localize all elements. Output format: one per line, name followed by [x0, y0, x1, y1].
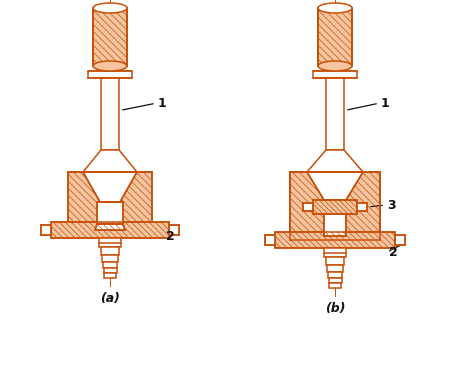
Text: 2: 2	[166, 230, 175, 242]
Polygon shape	[99, 238, 121, 247]
Polygon shape	[324, 248, 346, 257]
Polygon shape	[313, 71, 357, 78]
Polygon shape	[275, 232, 395, 248]
Polygon shape	[313, 200, 357, 214]
Polygon shape	[326, 78, 344, 150]
Ellipse shape	[318, 61, 352, 71]
Polygon shape	[303, 203, 313, 211]
Polygon shape	[307, 150, 363, 172]
Polygon shape	[328, 272, 342, 278]
Polygon shape	[307, 172, 363, 200]
Polygon shape	[329, 283, 341, 288]
Polygon shape	[68, 172, 152, 230]
Polygon shape	[41, 225, 51, 235]
Text: 3: 3	[387, 199, 396, 211]
Polygon shape	[95, 224, 125, 230]
Text: 2: 2	[389, 245, 398, 259]
Polygon shape	[329, 278, 342, 283]
Ellipse shape	[93, 61, 127, 71]
Ellipse shape	[93, 3, 127, 13]
Text: (a): (a)	[100, 292, 120, 305]
Polygon shape	[103, 268, 116, 273]
Polygon shape	[324, 214, 346, 236]
Polygon shape	[327, 265, 343, 272]
Polygon shape	[88, 71, 132, 78]
Polygon shape	[83, 150, 137, 172]
Polygon shape	[265, 235, 275, 245]
Ellipse shape	[318, 3, 352, 13]
Text: (b): (b)	[325, 302, 345, 315]
Text: 1: 1	[381, 97, 390, 110]
Polygon shape	[357, 203, 367, 211]
Polygon shape	[326, 257, 344, 265]
Polygon shape	[83, 172, 137, 202]
Polygon shape	[93, 8, 127, 66]
Polygon shape	[395, 235, 405, 245]
Polygon shape	[318, 8, 352, 66]
Polygon shape	[101, 78, 119, 150]
Polygon shape	[290, 172, 380, 240]
Text: 1: 1	[158, 97, 167, 110]
Polygon shape	[104, 273, 116, 278]
Polygon shape	[103, 262, 117, 268]
Polygon shape	[169, 225, 179, 235]
Polygon shape	[102, 255, 118, 262]
Polygon shape	[101, 247, 119, 255]
Polygon shape	[51, 222, 169, 238]
Polygon shape	[97, 202, 123, 224]
